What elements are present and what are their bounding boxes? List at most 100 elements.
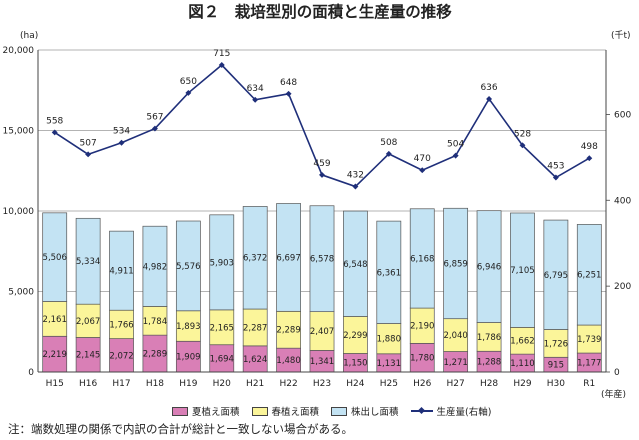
bar-segment-spring: [510, 327, 535, 355]
legend-item-ratoon: 株出し面積: [331, 404, 399, 418]
bar-segment-ratoon: [42, 212, 68, 302]
bar-label-summer: 1,288: [477, 358, 501, 368]
bar-label-summer: 1,341: [310, 357, 334, 367]
x-tick-label: H24: [346, 379, 364, 389]
bar-segment-ratoon: [576, 224, 602, 326]
production-label: 432: [347, 171, 364, 181]
bar-label-ratoon: 5,334: [76, 257, 100, 267]
x-tick-label: H17: [112, 379, 130, 389]
bar-label-spring: 2,287: [243, 323, 267, 333]
x-tick-label: H15: [46, 379, 64, 389]
legend: 夏植え面積 春植え面積 株出し面積 生産量(右軸): [172, 404, 491, 418]
legend-swatch-ratoon: [331, 406, 348, 416]
x-tick-label: H28: [480, 379, 498, 389]
production-label: 634: [247, 84, 264, 94]
bar-segment-spring: [209, 309, 235, 346]
production-point: [385, 150, 392, 157]
bar-segment-ratoon: [309, 205, 335, 313]
production-label: 534: [113, 127, 130, 137]
bar-label-summer: 1,150: [343, 359, 367, 369]
bar-label-ratoon: 6,372: [243, 254, 267, 264]
production-label: 528: [514, 129, 531, 139]
bar-label-summer: 1,780: [410, 354, 434, 364]
bar-segment-spring: [75, 303, 101, 338]
footnote: 注：端数処理の関係で内訳の合計が総計と一致しない場合がある。: [8, 422, 353, 436]
production-label: 459: [313, 159, 330, 169]
chart-title: 図２ 栽培型別の面積と生産量の推移: [188, 2, 452, 21]
production-label: 453: [547, 162, 564, 172]
production-line: 558 507 534 567 650 715 634 648 459 432 508 470 504 6…: [46, 49, 598, 190]
x-tick-label: H18: [146, 379, 164, 389]
production-point: [419, 167, 426, 174]
x-tick-label: H29: [513, 379, 531, 389]
production-point: [118, 139, 125, 146]
bar-segment-ratoon: [510, 212, 535, 328]
bar-segment-ratoon: [409, 208, 435, 309]
bar-segment-ratoon: [209, 214, 235, 311]
bar-label-ratoon: 6,578: [310, 255, 334, 265]
bar-label-spring: 2,190: [410, 322, 434, 332]
legend-label-ratoon: 株出し面積: [351, 407, 399, 418]
bar-label-ratoon: 5,506: [43, 253, 67, 263]
bar-label-summer: 1,177: [577, 359, 601, 369]
bar-label-ratoon: 6,795: [544, 271, 568, 281]
x-tick-label: H23: [313, 379, 331, 389]
bar-segment-spring: [576, 324, 602, 354]
bar-segment-spring: [543, 329, 569, 358]
bar-segment-ratoon: [276, 203, 301, 312]
production-point: [285, 90, 292, 97]
bar-segment-spring: [376, 323, 402, 355]
bar-label-ratoon: 5,576: [176, 262, 200, 272]
production-label: 470: [414, 154, 431, 164]
x-tick-label: H30: [547, 379, 565, 389]
bar-label-summer: 2,072: [109, 351, 133, 361]
bar-label-spring: 1,893: [176, 322, 200, 332]
bar-label-summer: 2,289: [143, 350, 167, 360]
bar-segment-ratoon: [75, 217, 101, 305]
bar-label-spring: 1,786: [477, 333, 501, 343]
bar-segment-ratoon: [376, 220, 402, 324]
x-tick-label: H19: [179, 379, 197, 389]
bar-label-ratoon: 6,548: [343, 260, 367, 270]
y-tick-label: 20,000: [3, 46, 35, 56]
bar-label-summer: 1,110: [510, 359, 534, 369]
legend-label-summer: 夏植え面積: [192, 407, 240, 418]
right-axis-unit: (千t): [611, 30, 631, 41]
bar-label-ratoon: 4,982: [143, 262, 167, 272]
legend-swatch-summer: [172, 406, 188, 416]
y2-tick-label: 0: [614, 368, 620, 378]
bar-label-summer: 2,145: [76, 351, 100, 361]
bar-label-ratoon: 7,105: [510, 266, 534, 276]
legend-label-production: 生産量(右軸): [436, 407, 492, 418]
legend-swatch-spring: [251, 406, 268, 416]
production-label: 498: [581, 142, 598, 152]
bar-segment-ratoon: [242, 206, 268, 310]
bar-segment-summer: [242, 345, 268, 373]
production-label: 558: [46, 116, 63, 126]
production-point: [352, 183, 359, 190]
bar-label-spring: 1,739: [577, 335, 601, 345]
x-tick-label: H16: [79, 379, 97, 389]
x-tick-label: H25: [380, 379, 398, 389]
production-point: [151, 125, 158, 132]
bar-label-summer: 1,694: [210, 354, 234, 364]
production-label: 567: [146, 113, 163, 123]
x-tick-label: H27: [447, 379, 465, 389]
bar-segment-summer: [42, 335, 68, 373]
production-label: 650: [180, 77, 197, 87]
bar-label-summer: 1,271: [443, 358, 467, 368]
production-label: 504: [447, 140, 464, 150]
bar-label-summer: 1,131: [377, 359, 401, 369]
bar-segment-ratoon: [476, 210, 502, 323]
bar-label-ratoon: 6,697: [276, 253, 300, 263]
bar-segment-spring: [142, 306, 168, 336]
x-tick-label: H22: [279, 379, 297, 389]
bar-segment-summer: [75, 337, 101, 373]
production-label: 508: [380, 138, 397, 148]
bar-label-spring: 1,662: [510, 337, 534, 347]
bar-segment-ratoon: [109, 230, 134, 311]
bar-label-ratoon: 6,361: [377, 268, 401, 278]
bar-series: 2,219 2,161 5,506 2,145 2,067 5,334 2,072 1,766…: [42, 203, 602, 373]
production-label: 507: [80, 138, 97, 148]
